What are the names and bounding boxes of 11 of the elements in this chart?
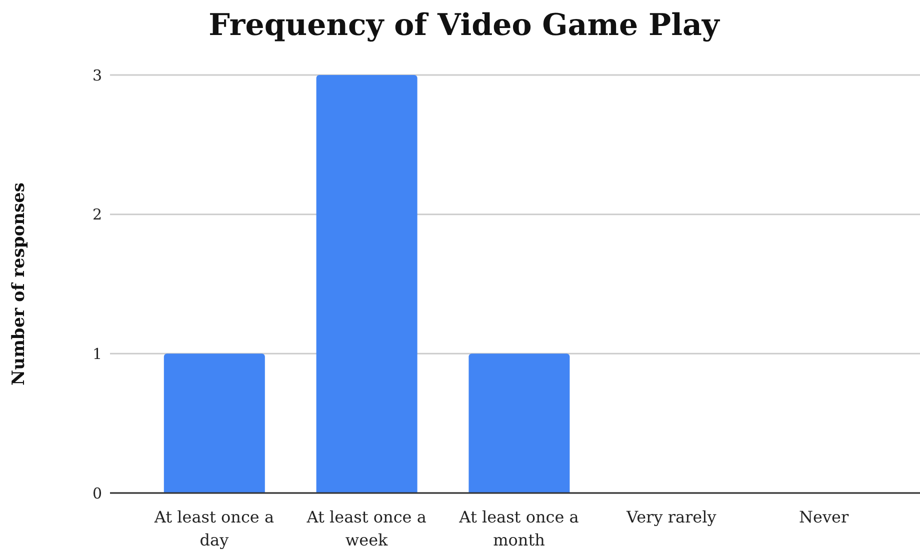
x-tick-label: Never (798, 507, 849, 526)
x-tick-label: At least once a week (306, 507, 427, 550)
y-tick-label: 2 (92, 206, 102, 224)
x-tick-label: Very rarely (626, 507, 716, 526)
chart-title: Frequency of Video Game Play (208, 8, 721, 44)
y-tick-label: 0 (92, 484, 102, 502)
y-tick-label: 1 (92, 344, 102, 363)
x-tick-label: At least once a day (153, 507, 274, 550)
y-tick-label: 3 (92, 66, 102, 84)
x-tick-label: At least once a month (458, 507, 580, 550)
y-axis-title: Number of responses (9, 182, 30, 386)
